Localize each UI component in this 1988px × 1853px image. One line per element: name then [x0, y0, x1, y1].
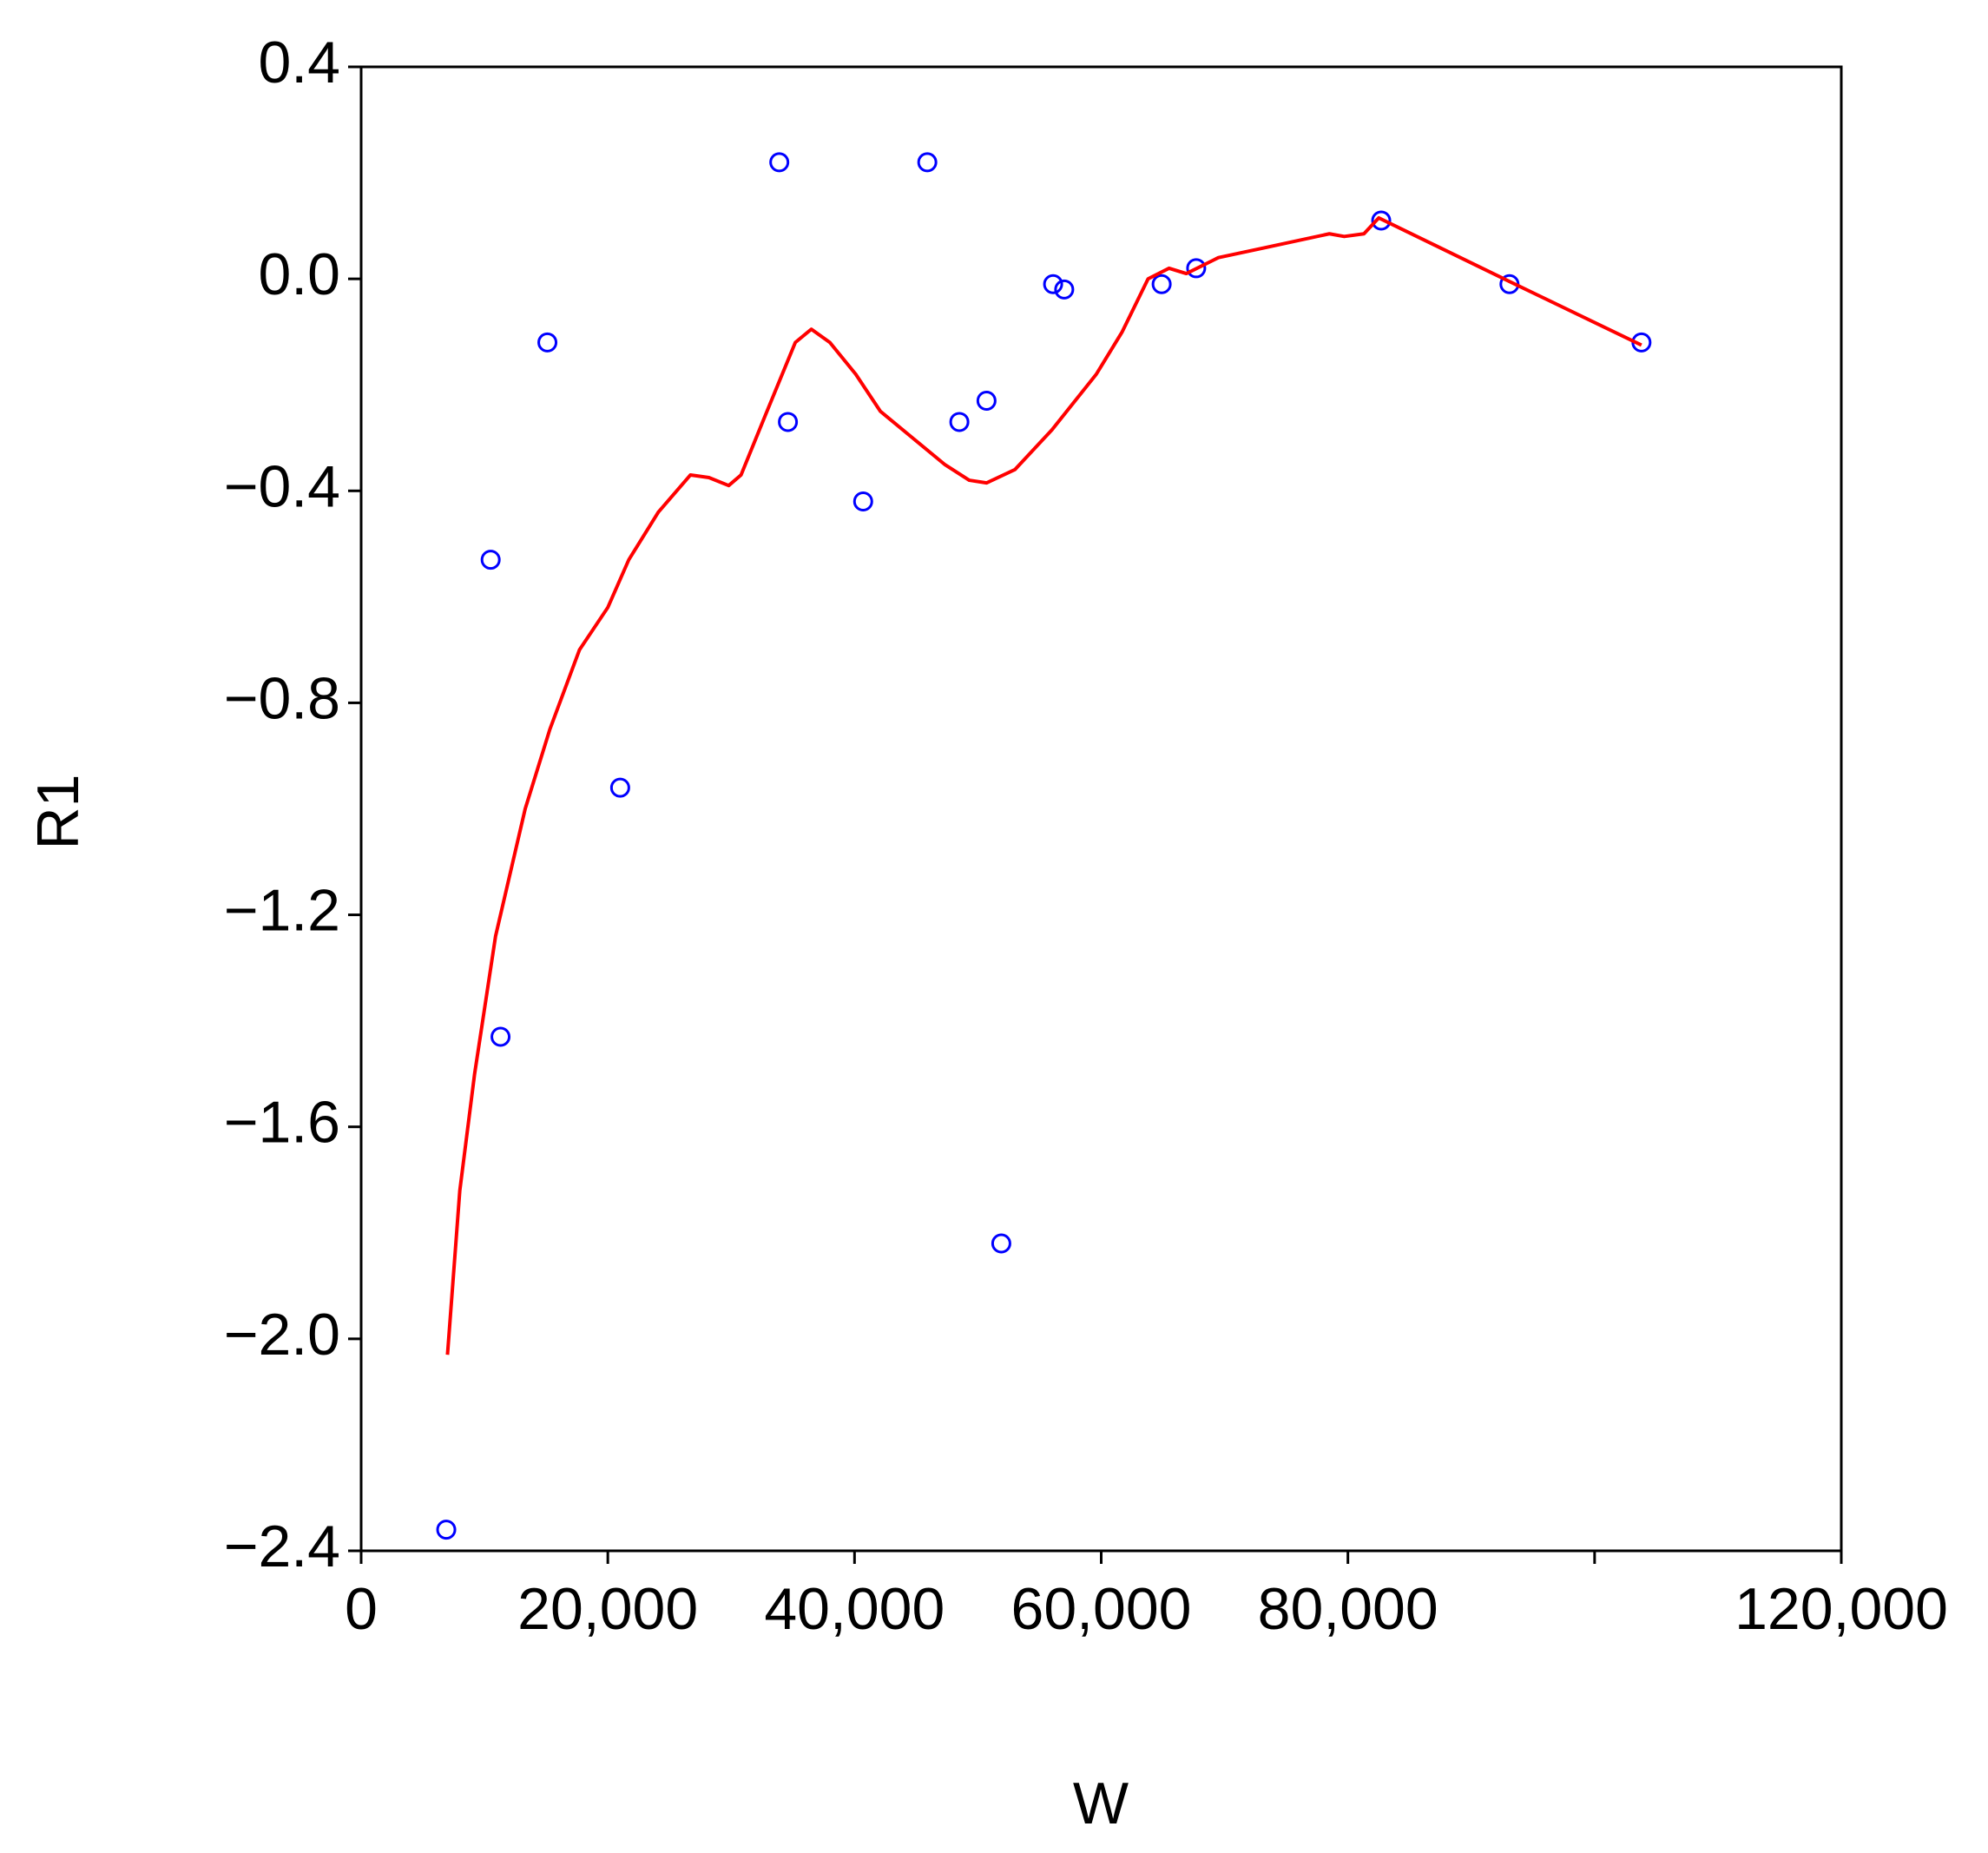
- point: [778, 412, 799, 432]
- y-tick-label: 0.4: [258, 30, 340, 96]
- y-tick-label: −1.6: [224, 1090, 340, 1156]
- point: [949, 412, 970, 432]
- y-axis-label: R1: [25, 775, 91, 850]
- point: [769, 152, 790, 173]
- y-tick-label: −0.8: [224, 665, 340, 731]
- point: [1371, 210, 1392, 231]
- x-tick-label: 120,000: [1735, 1576, 1948, 1642]
- point: [991, 1233, 1011, 1254]
- point: [1043, 274, 1063, 294]
- point: [436, 1520, 457, 1540]
- y-tick-label: 0.0: [258, 241, 340, 307]
- x-axis-label: W: [1073, 1771, 1129, 1837]
- point: [490, 1026, 511, 1047]
- y-tick-label: −1.2: [224, 878, 340, 944]
- x-tick-label: 20,000: [517, 1576, 698, 1642]
- point: [1186, 258, 1207, 279]
- y-tick-label: −2.4: [224, 1513, 340, 1579]
- point: [537, 332, 558, 353]
- point: [976, 391, 997, 412]
- plot-frame: [359, 65, 1843, 1553]
- fit-line: [445, 215, 1642, 1355]
- y-tick-label: −0.4: [224, 453, 340, 519]
- point: [1054, 279, 1075, 300]
- x-tick-label: 80,000: [1258, 1576, 1438, 1642]
- x-tick-label: 0: [345, 1576, 378, 1642]
- point: [852, 491, 873, 511]
- x-tick-label: 40,000: [764, 1576, 945, 1642]
- point: [609, 777, 630, 798]
- point: [1151, 274, 1172, 294]
- point: [480, 550, 501, 570]
- point: [917, 152, 938, 173]
- y-tick-label: −2.0: [224, 1302, 340, 1368]
- x-tick-label: 60,000: [1011, 1576, 1192, 1642]
